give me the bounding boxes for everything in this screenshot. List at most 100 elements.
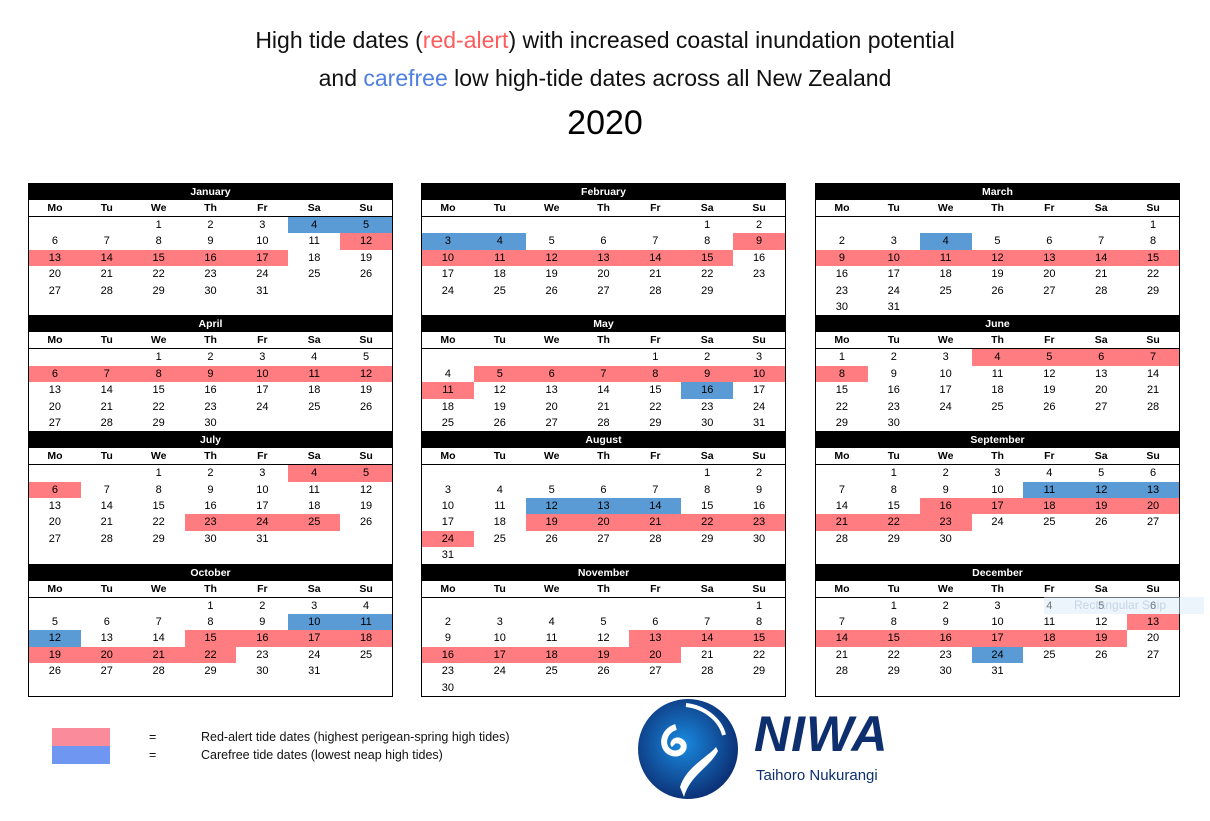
- weekday-header: Su: [733, 581, 785, 598]
- day-cell: 1: [756, 599, 763, 612]
- weekday-header: Tu: [867, 581, 920, 598]
- day-cell: 27: [48, 416, 62, 429]
- day-cell-red-alert: 19: [29, 646, 81, 664]
- day-cell: 28: [835, 665, 849, 678]
- weekday-header: Tu: [80, 448, 133, 466]
- day-cell: 31: [308, 665, 321, 678]
- day-cell-red-alert: 11: [919, 249, 972, 267]
- day-cell: 9: [890, 367, 897, 380]
- empty-cell: [81, 547, 133, 563]
- day-cell: 6: [600, 483, 607, 496]
- weekday-header: Su: [1127, 448, 1179, 466]
- day-cell: 26: [359, 400, 373, 413]
- day-cell: 30: [939, 532, 952, 545]
- weekday-header: Th: [971, 332, 1024, 350]
- month-february: February Mo Tu We Th Fr Sa Su 1 2 3 4 5 6 7 8 9 10 11 12 13 1…: [422, 183, 785, 315]
- empty-cell: [868, 680, 920, 696]
- empty-cell: [733, 299, 785, 315]
- day-cell: 27: [1146, 516, 1160, 529]
- day-cell: 25: [939, 284, 952, 297]
- day-cell: 29: [152, 532, 165, 545]
- empty-cell: [236, 299, 288, 315]
- empty-cell: [29, 217, 81, 233]
- weekday-header: Sa: [1075, 581, 1128, 598]
- day-cell: 20: [1146, 632, 1160, 645]
- day-cell-carefree: 13: [1127, 481, 1179, 499]
- day-cell: 26: [359, 268, 373, 281]
- day-cell: 8: [207, 616, 214, 629]
- empty-cell: [340, 531, 392, 547]
- day-cell-red-alert: 25: [288, 514, 341, 531]
- weekday-header: Th: [184, 332, 237, 350]
- day-cell: 22: [752, 648, 766, 661]
- month-title: December: [816, 563, 1179, 581]
- weekday-header: Su: [733, 332, 785, 350]
- empty-cell: [972, 299, 1024, 315]
- day-cell: 21: [649, 268, 662, 281]
- month-title: September: [816, 431, 1179, 449]
- day-cell: 6: [652, 616, 659, 629]
- day-cell: 12: [493, 384, 506, 397]
- empty-cell: [474, 547, 526, 563]
- empty-cell: [422, 299, 474, 315]
- day-cell: 27: [597, 532, 610, 545]
- day-cell: 22: [152, 516, 165, 529]
- day-cell: 10: [493, 632, 506, 645]
- empty-cell: [1023, 415, 1075, 431]
- day-cell: 10: [256, 235, 269, 248]
- empty-cell: [340, 663, 392, 679]
- day-cell: 4: [363, 599, 370, 612]
- day-cell-carefree: 12: [525, 498, 578, 515]
- weekday-header: Th: [577, 200, 630, 217]
- day-cell: 26: [48, 665, 62, 678]
- day-cell: 11: [494, 500, 506, 513]
- day-cell: 17: [256, 384, 269, 397]
- weekday-header: Sa: [288, 448, 341, 466]
- day-cell-red-alert: 17: [971, 630, 1024, 647]
- day-cell-red-alert: 15: [132, 249, 185, 267]
- day-cell: 16: [204, 384, 217, 397]
- day-cell: 12: [359, 483, 373, 496]
- weekday-header: Th: [184, 581, 237, 598]
- day-cell: 19: [991, 268, 1004, 281]
- day-cell-red-alert: 19: [1075, 630, 1128, 647]
- day-cell: 11: [991, 367, 1004, 380]
- day-cell: 22: [649, 400, 662, 413]
- day-cell: 15: [649, 384, 662, 397]
- day-cell: 7: [704, 616, 711, 629]
- day-cell: 24: [493, 665, 506, 678]
- weekday-header: We: [525, 581, 578, 598]
- day-cell: 2: [890, 351, 897, 364]
- day-cell-carefree: 14: [629, 498, 682, 515]
- day-cell: 31: [256, 532, 269, 545]
- day-cell: 30: [835, 300, 849, 313]
- weekday-header: We: [525, 332, 578, 350]
- day-cell: 7: [838, 616, 845, 629]
- day-cell-carefree: 24: [971, 646, 1024, 664]
- empty-cell: [1075, 299, 1127, 315]
- month-title: March: [816, 183, 1179, 200]
- day-cell: 26: [597, 665, 610, 678]
- month-june: June Mo Tu We Th Fr Sa Su 1 2 3 4 5 6 7 8 9 10 11 12 13 14 15 1…: [816, 315, 1179, 431]
- day-cell: 31: [256, 284, 269, 297]
- weekday-header: Fr: [629, 448, 682, 466]
- weekday-header: Su: [340, 448, 392, 466]
- empty-cell: [288, 547, 340, 563]
- day-cell-carefree: 5: [340, 217, 392, 234]
- month-october: October Mo Tu We Th Fr Sa Su 1 2 3 4 5 6 7 8 9 10 11 12 13 14…: [29, 563, 392, 696]
- day-cell: 23: [887, 400, 900, 413]
- day-cell: 27: [545, 416, 558, 429]
- day-cell: 7: [652, 235, 659, 248]
- day-cell-red-alert: 13: [577, 249, 630, 267]
- weekday-header: Mo: [422, 581, 474, 598]
- empty-cell: [733, 680, 785, 696]
- day-cell: 5: [600, 616, 607, 629]
- day-cell: 12: [1095, 616, 1108, 629]
- empty-cell: [1023, 531, 1075, 547]
- day-cell: 3: [259, 351, 266, 364]
- day-cell: 22: [152, 268, 165, 281]
- empty-cell: [340, 299, 392, 315]
- day-cell: 10: [441, 500, 455, 513]
- day-cell: 31: [991, 665, 1004, 678]
- day-cell-red-alert: 18: [1023, 498, 1076, 515]
